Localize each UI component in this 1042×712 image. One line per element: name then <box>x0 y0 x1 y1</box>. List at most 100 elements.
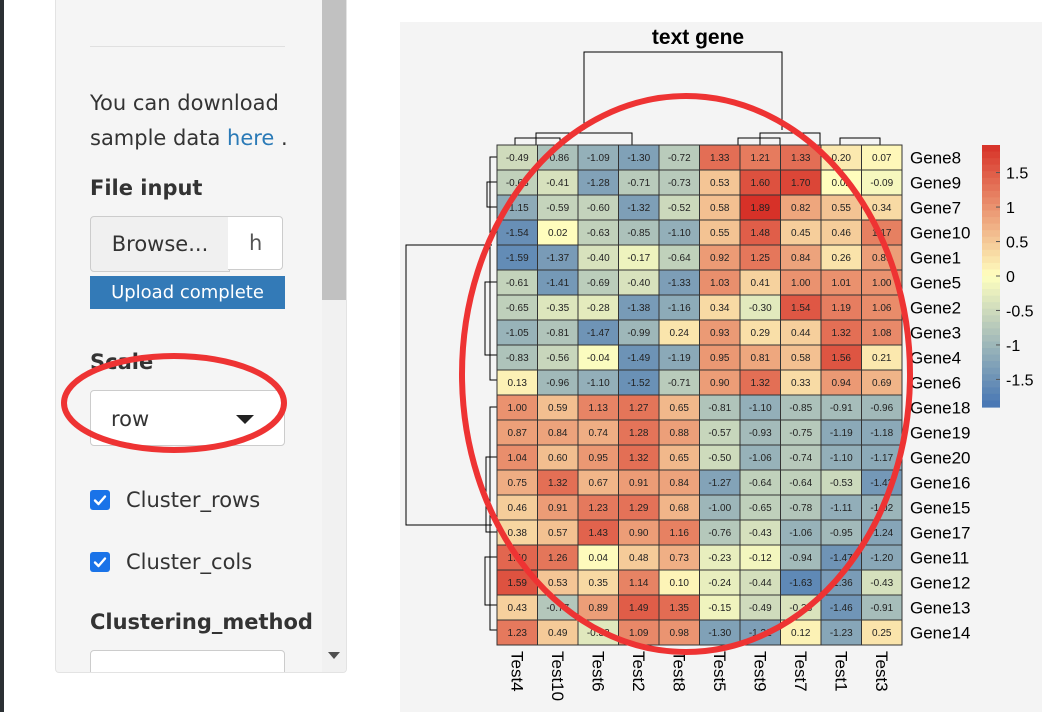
colorbar-segment <box>982 217 1000 225</box>
colorbar-tick-label: -1 <box>1006 338 1020 355</box>
cell-value-label: 1.32 <box>751 378 771 389</box>
cell-value-label: -0.76 <box>708 528 731 539</box>
column-label: Test2 <box>629 651 648 692</box>
colorbar-segment <box>982 230 1000 238</box>
colorbar-segment <box>982 400 1000 408</box>
sample-data-link[interactable]: here <box>227 126 275 150</box>
colorbar-segment <box>982 177 1000 185</box>
cell-value-label: 0.33 <box>791 378 811 389</box>
cell-value-label: -1.32 <box>749 628 772 639</box>
row-label: Gene12 <box>910 574 971 593</box>
row-label: Gene18 <box>910 399 971 418</box>
cell-value-label: 0.88 <box>670 428 690 439</box>
cell-value-label: 0.02 <box>832 178 852 189</box>
sidebar-scrollbar-thumb[interactable] <box>322 0 346 300</box>
cell-value-label: -1.20 <box>870 553 893 564</box>
cell-value-label: -0.49 <box>506 153 529 164</box>
cell-value-label: -0.96 <box>546 378 569 389</box>
colorbar-segment <box>982 256 1000 264</box>
cell-value-label: -1.59 <box>506 253 529 264</box>
cell-value-label: 1.40 <box>508 553 528 564</box>
cell-value-label: -0.52 <box>668 203 691 214</box>
cell-value-label: 1.00 <box>872 278 892 289</box>
cell-value-label: -1.15 <box>506 203 529 214</box>
cell-value-label: 0.89 <box>589 603 609 614</box>
cell-value-label: -0.64 <box>668 253 691 264</box>
cell-value-label: -0.69 <box>587 278 610 289</box>
row-dendrogram-bottom <box>484 406 497 631</box>
cell-value-label: 0.82 <box>791 203 811 214</box>
cell-value-label: -0.59 <box>546 203 569 214</box>
cell-value-label: -0.63 <box>587 228 610 239</box>
cell-value-label: 0.95 <box>710 353 730 364</box>
colorbar-segment <box>982 269 1000 277</box>
checkbox-checked-icon[interactable] <box>90 552 110 572</box>
colorbar-segment <box>982 197 1000 205</box>
browse-button[interactable]: Browse... <box>90 216 230 272</box>
cell-value-label: -1.19 <box>668 353 691 364</box>
column-label: Test6 <box>588 651 607 692</box>
cell-value-label: -0.57 <box>708 428 731 439</box>
cell-value-label: -0.41 <box>546 178 569 189</box>
cluster-cols-label: Cluster_cols <box>126 550 253 574</box>
colorbar-segment <box>982 190 1000 198</box>
cell-value-label: 1.54 <box>791 303 811 314</box>
row-label: Gene2 <box>910 299 961 318</box>
column-label: Test1 <box>831 651 850 692</box>
cell-value-label: 0.46 <box>832 228 852 239</box>
cell-value-label: -1.16 <box>668 303 691 314</box>
cell-value-label: 0.60 <box>548 453 568 464</box>
row-label: Gene1 <box>910 249 961 268</box>
cell-value-label: -1.63 <box>789 578 812 589</box>
file-input[interactable]: Browse... h <box>90 216 285 272</box>
scroll-down-arrow-icon[interactable] <box>328 652 340 659</box>
cell-value-label: 1.27 <box>629 403 649 414</box>
cell-value-label: -1.06 <box>789 528 812 539</box>
cell-value-label: 1.14 <box>629 578 649 589</box>
row-label: Gene16 <box>910 474 971 493</box>
cell-value-label: -0.09 <box>870 178 893 189</box>
cell-value-label: 1.21 <box>751 153 771 164</box>
cell-value-label: -1.54 <box>506 228 529 239</box>
cell-value-label: 0.41 <box>751 278 771 289</box>
cell-value-label: -1.10 <box>668 228 691 239</box>
cell-value-label: 0.74 <box>589 428 609 439</box>
cell-value-label: -1.30 <box>708 628 731 639</box>
cell-value-label: 0.34 <box>710 303 730 314</box>
cell-value-label: 1.04 <box>508 453 528 464</box>
cell-value-label: 0.59 <box>548 403 568 414</box>
divider <box>90 46 285 47</box>
cell-value-label: 0.90 <box>629 528 649 539</box>
cell-value-label: -1.41 <box>546 278 569 289</box>
cell-value-label: -1.11 <box>830 503 852 514</box>
cell-value-label: -1.10 <box>587 378 610 389</box>
cell-value-label: 0.35 <box>589 578 609 589</box>
cell-value-label: -1.05 <box>506 328 529 339</box>
row-label: Gene6 <box>910 374 961 393</box>
cell-value-label: 1.17 <box>872 228 892 239</box>
colorbar-segment <box>982 289 1000 297</box>
row-label: Gene20 <box>910 449 971 468</box>
cell-value-label: 0.38 <box>508 528 528 539</box>
checkbox-checked-icon[interactable] <box>90 490 110 510</box>
intro-suffix: . <box>274 126 288 150</box>
cell-value-label: 1.49 <box>629 603 649 614</box>
cell-value-label: -1.33 <box>668 278 691 289</box>
colorbar-tick-label: -1.5 <box>1006 372 1034 389</box>
clustering-method-select[interactable] <box>90 650 285 672</box>
cell-value-label: 1.33 <box>791 153 811 164</box>
cell-value-label: -0.65 <box>506 303 529 314</box>
cell-value-label: -0.71 <box>627 178 650 189</box>
colorbar-segment <box>982 334 1000 343</box>
colorbar-segment <box>982 145 1000 153</box>
cell-value-label: 0.91 <box>548 503 568 514</box>
row-label: Gene17 <box>910 524 971 543</box>
cell-value-label: -0.40 <box>587 253 610 264</box>
column-label: Test7 <box>791 651 810 692</box>
cell-value-label: -1.10 <box>749 403 772 414</box>
cell-value-label: -0.85 <box>789 403 812 414</box>
cell-value-label: -1.09 <box>587 153 610 164</box>
cell-value-label: 1.26 <box>548 553 568 564</box>
file-name-field[interactable]: h <box>228 216 283 270</box>
cell-value-label: -0.81 <box>546 328 569 339</box>
